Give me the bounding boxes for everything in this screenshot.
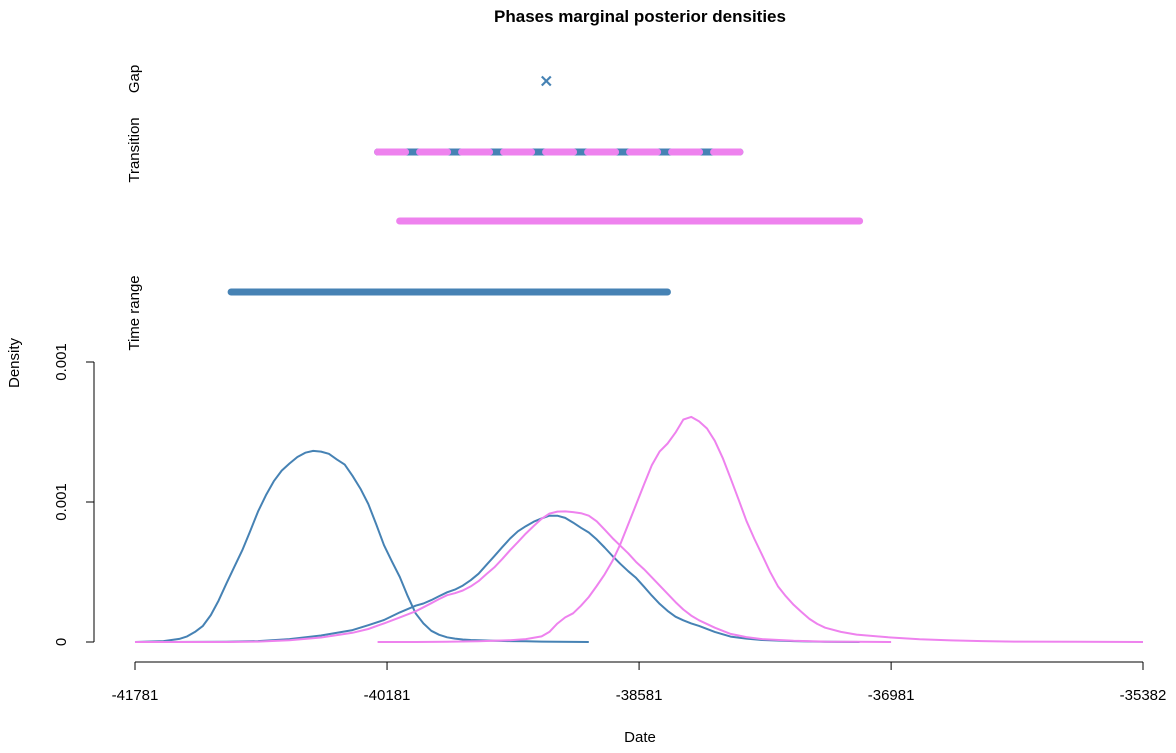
y-tick-label: 0.001 <box>53 483 70 521</box>
x-tick-label: -38581 <box>616 687 663 704</box>
axes-group: -41781 -40181 -38581 -36981 -35382 0 0.001 0.00… <box>53 343 1166 704</box>
y-axis-label: Density <box>6 337 23 388</box>
x-tick-label: -35382 <box>1120 687 1167 704</box>
chart-title: Phases marginal posterior densities <box>494 7 786 26</box>
density-curve-4 <box>377 415 1144 643</box>
transition-row-label: Transition <box>126 117 143 182</box>
gap-marker-stroke-b <box>541 75 552 87</box>
gap-row-label: Gap <box>126 65 143 93</box>
density-curves <box>134 415 1144 643</box>
density-curve-3 <box>135 510 892 643</box>
time-range-row-label: Time range <box>126 275 143 350</box>
x-tick-label: -41781 <box>112 687 159 704</box>
x-tick-label: -36981 <box>868 687 915 704</box>
x-tick-label: -40181 <box>364 687 411 704</box>
density-curve-2 <box>166 514 860 643</box>
y-tick-label: 0 <box>53 638 70 646</box>
range-bars <box>227 75 864 296</box>
x-axis-label: Date <box>624 729 656 746</box>
y-tick-label: 0.001 <box>53 343 70 381</box>
density-curve-1 <box>134 449 589 643</box>
